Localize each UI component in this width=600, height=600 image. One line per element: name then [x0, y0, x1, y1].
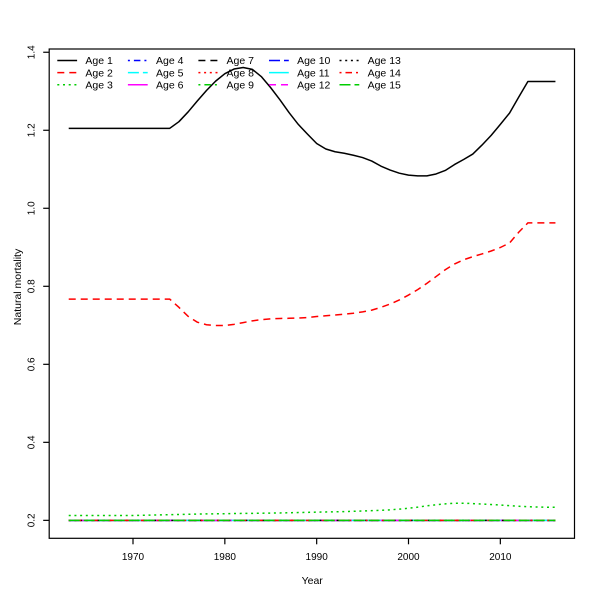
- svg-text:Age 13: Age 13: [368, 55, 401, 67]
- svg-text:1.2: 1.2: [27, 123, 38, 137]
- svg-text:0.4: 0.4: [27, 435, 38, 449]
- svg-text:Age 9: Age 9: [227, 79, 255, 91]
- svg-text:Age 4: Age 4: [156, 55, 184, 67]
- svg-text:Age 10: Age 10: [297, 55, 330, 67]
- svg-text:Age 14: Age 14: [368, 67, 401, 79]
- svg-text:Natural mortality: Natural mortality: [12, 248, 24, 325]
- svg-text:Age 3: Age 3: [85, 79, 113, 91]
- svg-text:Year: Year: [302, 575, 324, 587]
- svg-text:Age 1: Age 1: [85, 55, 113, 67]
- svg-text:Age 11: Age 11: [297, 67, 330, 79]
- svg-text:0.6: 0.6: [27, 357, 38, 371]
- svg-text:Age 15: Age 15: [368, 79, 401, 91]
- svg-text:1970: 1970: [122, 552, 145, 563]
- svg-text:1990: 1990: [306, 552, 329, 563]
- svg-text:Age 8: Age 8: [227, 67, 255, 79]
- svg-text:Age 5: Age 5: [156, 67, 184, 79]
- svg-text:Age 2: Age 2: [85, 67, 113, 79]
- svg-text:0.2: 0.2: [27, 513, 38, 527]
- svg-text:0.8: 0.8: [27, 279, 38, 293]
- svg-text:Age 6: Age 6: [156, 79, 184, 91]
- svg-text:1.0: 1.0: [27, 201, 38, 215]
- svg-text:Age 7: Age 7: [227, 55, 255, 67]
- svg-text:2010: 2010: [489, 552, 512, 563]
- svg-text:Age 12: Age 12: [297, 79, 330, 91]
- svg-text:2000: 2000: [397, 552, 420, 563]
- svg-text:1980: 1980: [214, 552, 237, 563]
- svg-text:1.4: 1.4: [27, 45, 38, 59]
